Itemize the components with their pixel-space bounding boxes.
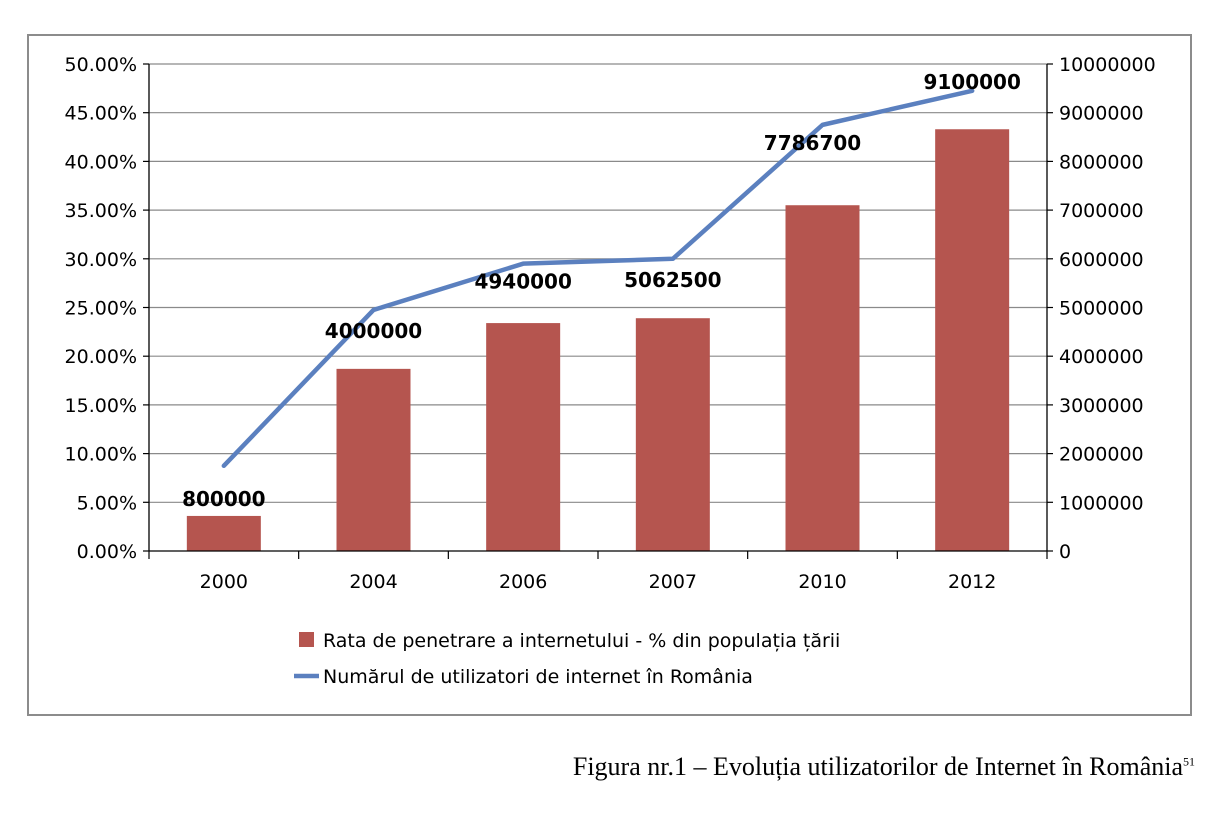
right-axis-tick-label: 2000000 (1059, 444, 1144, 466)
bar-series (186, 129, 1010, 552)
left-axis-tick-label: 0.00% (77, 541, 137, 563)
gridlines (149, 63, 1047, 503)
right-axis-tick-label: 1000000 (1059, 492, 1144, 514)
left-axis-tick-label: 50.00% (65, 54, 137, 76)
line-series-path (221, 88, 975, 469)
data-label: 4940000 (474, 270, 571, 294)
left-axis-tick-label: 20.00% (65, 346, 137, 368)
right-axis-tick-label: 9000000 (1059, 103, 1144, 125)
bar (785, 205, 860, 552)
legend-line-label: Numărul de utilizatori de internet în Ro… (323, 666, 753, 688)
x-axis-tick-label: 2010 (798, 571, 846, 593)
left-axis-tick-label: 5.00% (77, 492, 137, 514)
caption-text: Figura nr.1 – Evoluția utilizatorilor de… (572, 752, 1183, 781)
data-labels: 800000 4000000 4940000 5062500 7786700 910000… (182, 70, 1021, 511)
x-axis-tick-label: 2006 (499, 571, 547, 593)
bar (486, 323, 561, 551)
legend-bar-swatch (299, 632, 314, 647)
data-label: 7786700 (764, 131, 861, 155)
left-axis-tick-label: 30.00% (65, 249, 137, 271)
left-axis-tick-label: 35.00% (65, 200, 137, 222)
data-label: 5062500 (624, 268, 721, 292)
right-axis-tick-label: 3000000 (1059, 395, 1144, 417)
right-axis-tick-label: 8000000 (1059, 151, 1144, 173)
bar (336, 368, 411, 551)
bar (186, 515, 261, 551)
right-axis-tick-label: 0 (1059, 541, 1071, 563)
chart-frame: 0.00% 0 5.00% 1000000 10.00% 2000000 15.00% 300… (27, 34, 1192, 716)
right-axis-tick-label: 7000000 (1059, 200, 1144, 222)
right-axis-tick-label: 10000000 (1059, 54, 1156, 76)
data-label: 4000000 (325, 319, 422, 343)
left-axis-tick-label: 25.00% (65, 298, 137, 320)
left-axis-tick-label: 40.00% (65, 151, 137, 173)
figure-caption: Figura nr.1 – Evoluția utilizatorilor de… (0, 752, 1195, 782)
x-axis-tick-label: 2004 (349, 571, 397, 593)
line-series (221, 88, 975, 469)
data-label: 800000 (182, 487, 266, 511)
footnote-marker: 51 (1183, 754, 1195, 769)
tick-labels: 0.00% 0 5.00% 1000000 10.00% 2000000 15.00% 300… (65, 54, 1156, 593)
left-axis-tick-label: 45.00% (65, 103, 137, 125)
legend: Rata de penetrare a internetului - % din… (294, 630, 840, 688)
x-axis-tick-label: 2000 (200, 571, 248, 593)
legend-bar-label: Rata de penetrare a internetului - % din… (323, 630, 840, 652)
axes (143, 63, 1053, 559)
bar (935, 129, 1010, 551)
right-axis-tick-label: 5000000 (1059, 298, 1144, 320)
data-label: 9100000 (923, 70, 1020, 94)
right-axis-tick-label: 6000000 (1059, 249, 1144, 271)
right-axis-tick-label: 4000000 (1059, 346, 1144, 368)
left-axis-tick-label: 15.00% (65, 395, 137, 417)
bar (635, 318, 710, 551)
x-axis-tick-label: 2012 (948, 571, 996, 593)
chart-svg: 0.00% 0 5.00% 1000000 10.00% 2000000 15.00% 300… (65, 54, 1156, 688)
left-axis-tick-label: 10.00% (65, 444, 137, 466)
x-axis-tick-label: 2007 (649, 571, 697, 593)
